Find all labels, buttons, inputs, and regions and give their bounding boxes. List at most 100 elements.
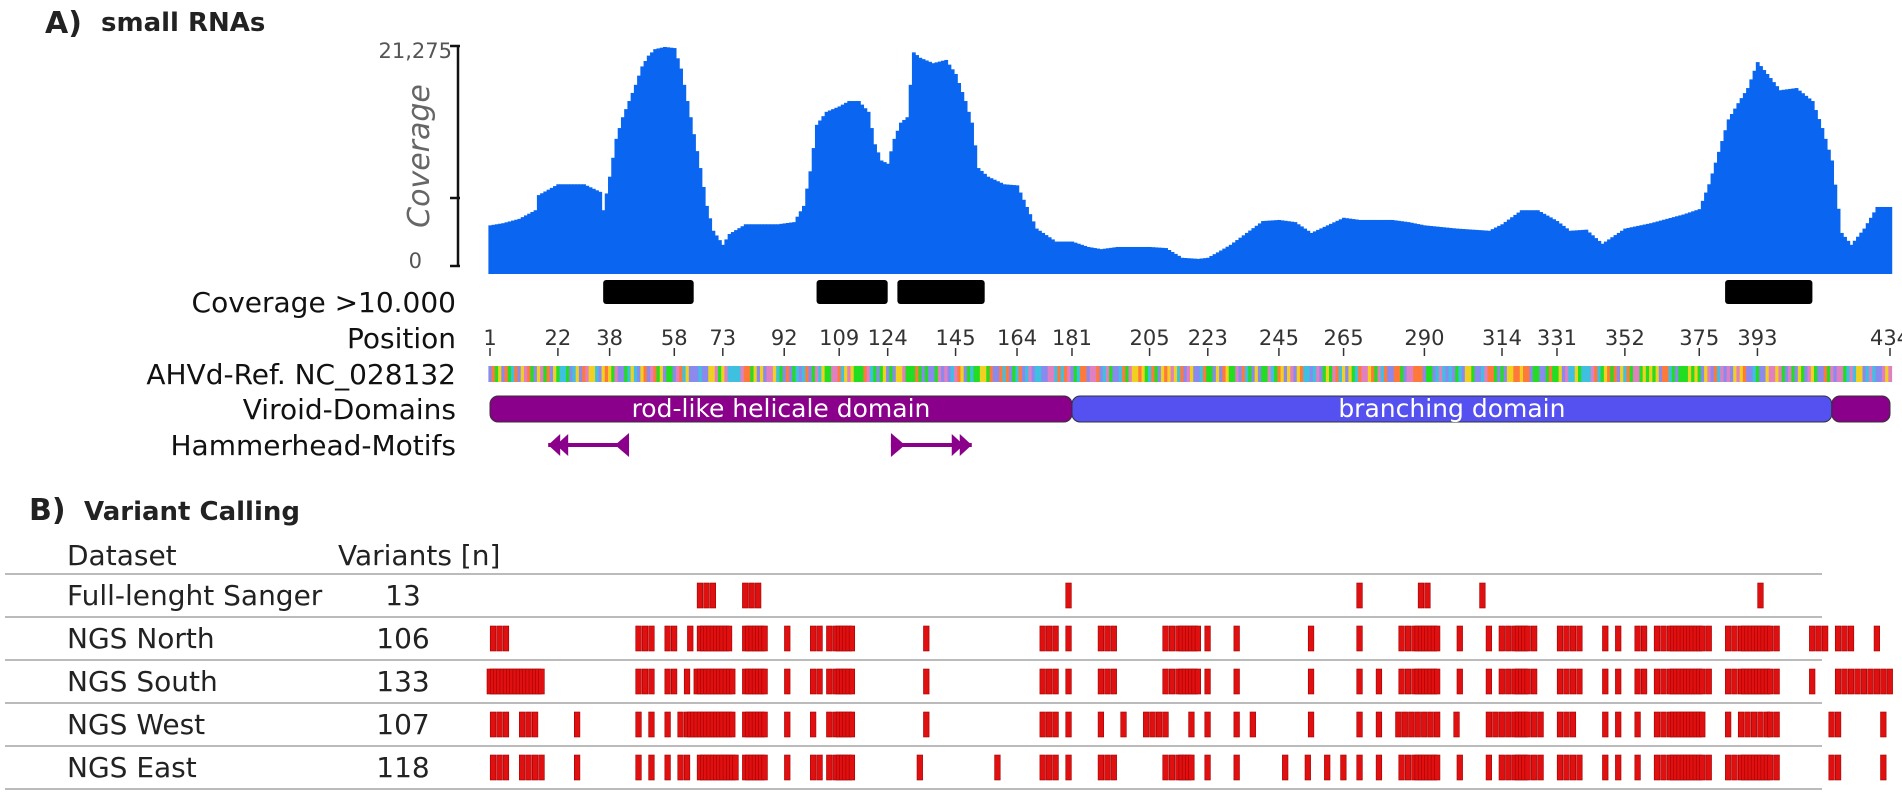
coverage-bar [1739,98,1744,274]
coverage-bar [1645,223,1650,274]
variant-mark [826,711,833,738]
coverage-bar [772,224,777,274]
coverage-bar [1409,222,1414,274]
reference-base [1477,366,1482,382]
coverage-bar [837,106,842,275]
reference-base [1287,366,1291,382]
coverage-bar [970,122,974,275]
coverage-bar [498,223,502,274]
position-tick-label: 393 [1737,326,1777,350]
coverage-bar [869,128,874,274]
reference-base [873,366,877,382]
reference-base [1655,366,1660,382]
variant-mark [816,625,823,652]
variant-mark [784,754,791,781]
coverage-bar [1332,222,1337,274]
position-tick-label: 290 [1404,326,1444,350]
reference-base [585,366,590,382]
reference-base [1354,366,1359,382]
coverage-bar [1668,218,1673,274]
reference-base [1707,366,1712,382]
coverage-bar [1516,212,1521,274]
variant-mark [641,625,649,652]
variant-mark [670,668,678,695]
reference-base [1186,366,1191,382]
reference-base [1607,366,1611,382]
variant-mark [1282,754,1289,781]
coverage-bar [1199,258,1204,274]
variant-mark [1737,711,1745,738]
variant-mark [1660,754,1667,781]
reference-base [730,366,735,382]
coverage-bar [1005,184,1010,274]
variant-mark [1576,625,1583,652]
position-tick-label: 1 [483,326,496,350]
coverage-bar [1089,247,1094,274]
variant-mark [1065,668,1072,695]
reference-base [527,366,531,382]
coverage-bar [1474,229,1479,274]
coverage-bar [1422,225,1427,274]
coverage-bar [1784,89,1789,274]
reference-base [650,366,654,382]
reference-base [1225,366,1230,382]
variant-mark [1615,754,1622,781]
variant-mark [1046,711,1053,738]
coverage-bar [1849,244,1854,274]
reference-base [963,366,968,382]
panel-a-letter: A) [45,6,82,41]
position-tick-label: 109 [819,326,859,350]
reference-base [1070,366,1075,382]
coverage-bar [1539,212,1544,274]
variant-mark [1886,668,1893,695]
coverage-bar [1629,227,1634,274]
variant-mark [1485,625,1492,652]
variant-mark [761,668,768,695]
reference-base [1396,366,1401,382]
reference-base [779,366,784,382]
variant-mark [1505,754,1512,781]
reference-base [578,366,583,382]
variant-mark [709,582,716,609]
coverage-bar [953,74,958,274]
coverage-bar [1642,224,1647,274]
reference-base [1590,366,1595,382]
reference-base [798,366,803,382]
coverage-bar [1451,228,1456,274]
coverage-bar [1147,246,1152,274]
coverage-bar [1687,212,1692,274]
reference-base [1820,366,1825,382]
reference-base [1329,366,1333,382]
variant-mark [1162,754,1169,781]
coverage-bar [1694,210,1699,274]
reference-base [1416,366,1421,382]
variant-mark [1398,754,1405,781]
reference-base [501,366,506,382]
reference-base [1112,366,1117,382]
reference-base [1671,366,1676,382]
coverage-bar [540,193,544,274]
reference-base [789,366,793,382]
variant-mark [1104,754,1111,781]
reference-base [1823,366,1828,382]
reference-base [549,366,554,382]
coverage-bar [1636,225,1641,274]
reference-base [530,366,535,382]
reference-base [759,366,764,382]
reference-base [1720,366,1724,382]
reference-base [1034,366,1039,382]
reference-base [1028,366,1033,382]
panel-a-title: small RNAs [101,8,265,38]
variant-mark [1194,668,1201,695]
coverage-bar [1561,225,1566,274]
reference-base [1888,366,1893,382]
reference-base [1523,366,1527,382]
coverage-bar [1468,229,1472,274]
coverage-bar [1839,232,1844,274]
reference-base [889,366,894,382]
reference-base [1080,366,1084,382]
reference-base [1131,366,1136,382]
coverage-bar [682,84,687,274]
coverage-bar [792,222,797,274]
coverage-bar [1652,222,1657,274]
